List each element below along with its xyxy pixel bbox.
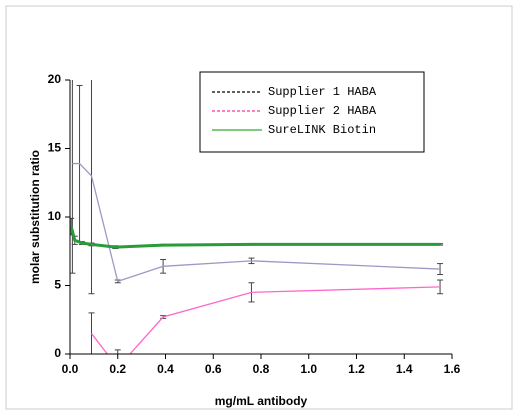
chart-frame xyxy=(5,5,513,410)
series-line xyxy=(70,226,441,249)
y-axis-label: molar substitution ratio xyxy=(28,150,42,284)
y-tick-label: 10 xyxy=(48,209,62,223)
x-tick-label: 0.0 xyxy=(62,362,79,376)
plot-area xyxy=(70,80,444,354)
legend-box xyxy=(199,71,425,153)
x-tick-label: 1.4 xyxy=(396,362,413,376)
y-tick-label: 0 xyxy=(54,346,61,360)
legend-label: Supplier 1 HABA xyxy=(268,85,377,99)
series-line xyxy=(90,286,441,354)
x-tick-label: 1.0 xyxy=(300,362,317,376)
x-tick-label: 0.2 xyxy=(109,362,126,376)
x-tick-label: 0.8 xyxy=(253,362,270,376)
y-tick-label: 15 xyxy=(48,141,62,155)
legend-label: Supplier 2 HABA xyxy=(268,104,377,118)
error-bar xyxy=(114,349,121,354)
series-line xyxy=(72,162,441,283)
x-tick-label: 0.6 xyxy=(205,362,222,376)
y-tick-label: 20 xyxy=(48,72,62,86)
x-tick-label: 1.2 xyxy=(348,362,365,376)
y-tick-label: 5 xyxy=(54,278,61,292)
x-tick-label: 1.6 xyxy=(444,362,461,376)
legend-label: SureLINK Biotin xyxy=(268,123,376,137)
x-axis-label: mg/mL antibody xyxy=(215,394,308,408)
x-tick-label: 0.4 xyxy=(157,362,174,376)
